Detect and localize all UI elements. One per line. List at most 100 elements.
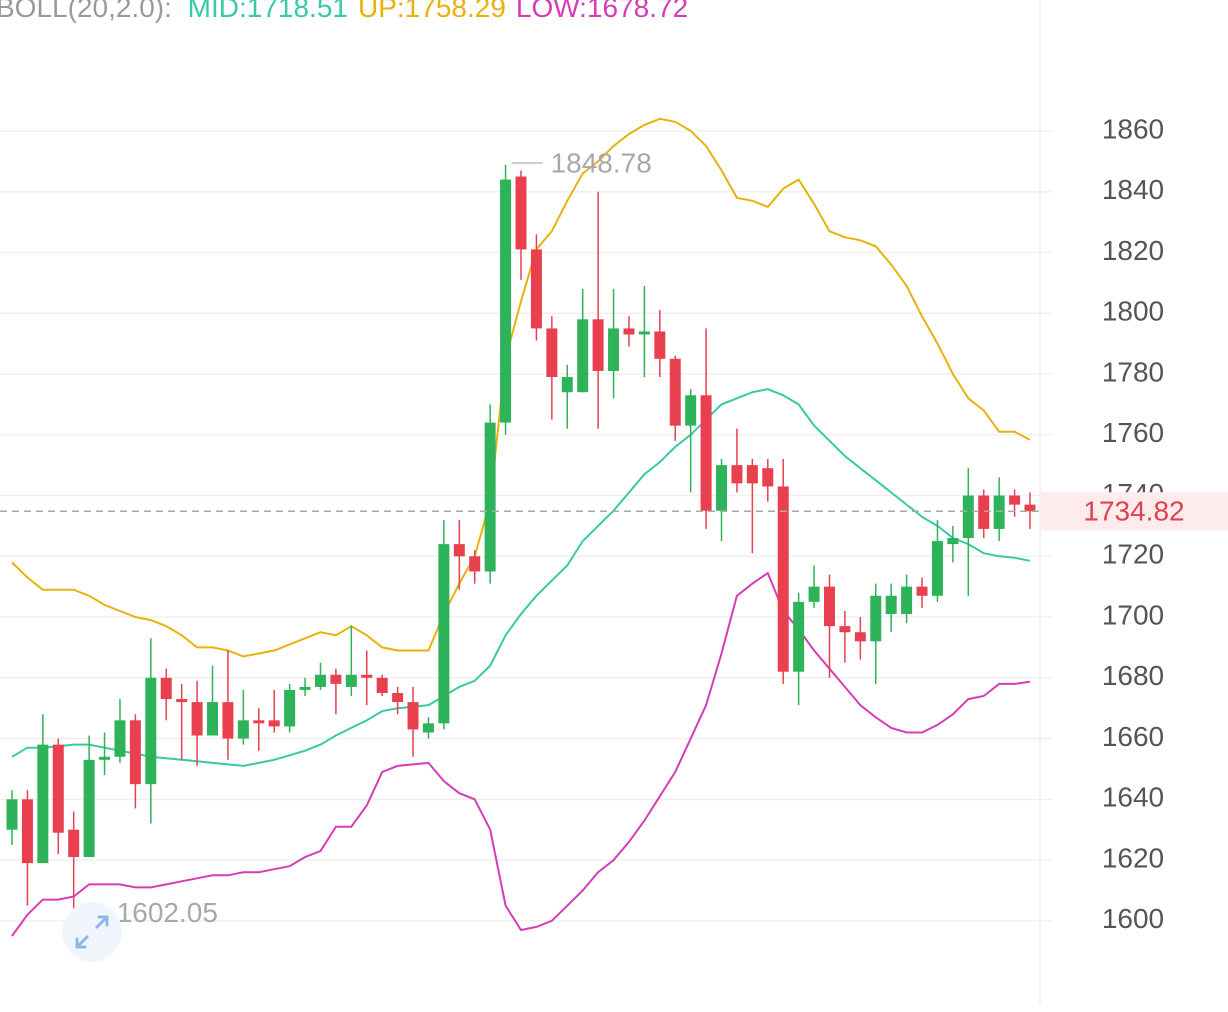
band-line — [11, 571, 1031, 937]
candle-body — [638, 331, 650, 335]
y-tick-label: 1800 — [1102, 296, 1164, 327]
candle-body — [901, 586, 913, 614]
low-label: 1602.05 — [117, 897, 218, 928]
indicator-label: BOLL(20,2.0): — [0, 0, 172, 23]
candle-body — [654, 331, 666, 359]
y-tick-label: 1700 — [1102, 599, 1164, 630]
candle-body — [114, 720, 126, 757]
candle-body — [453, 544, 465, 557]
candle-body — [160, 677, 172, 700]
candle-body — [222, 702, 234, 739]
candle-body — [299, 686, 311, 690]
price-box — [1040, 492, 1228, 531]
expand-icon — [62, 902, 122, 962]
candle-body — [68, 829, 80, 858]
legend-value: 1758.29 — [405, 0, 506, 23]
candle-body — [345, 674, 357, 687]
candle-body — [777, 486, 789, 672]
candle-body — [145, 677, 157, 785]
candle-body — [854, 632, 866, 642]
candle-body — [1009, 495, 1021, 505]
grid: 1600162016401660168017001720174017601780… — [0, 113, 1164, 934]
y-tick-label: 1620 — [1102, 842, 1164, 873]
candle-body — [37, 744, 49, 864]
candle-body — [931, 541, 943, 596]
candle-body — [623, 328, 635, 335]
y-tick-label: 1760 — [1102, 417, 1164, 448]
legend-name: LOW: — [516, 0, 587, 23]
overlay: 1848.78 1602.05 1734.82 — [0, 147, 1228, 928]
candle-body — [546, 328, 558, 378]
candle-body — [422, 723, 434, 733]
candle-body — [392, 692, 404, 703]
legend: BOLL(20,2.0): MID:1718.51 UP:1758.29 LOW:1… — [0, 0, 688, 23]
candle-body — [978, 495, 990, 529]
candles — [6, 165, 1036, 915]
candle-body — [6, 799, 18, 830]
y-tick-label: 1780 — [1102, 356, 1164, 387]
candle-body — [592, 319, 604, 371]
candle-body — [700, 395, 712, 511]
candle-body — [685, 395, 697, 426]
candle-body — [731, 465, 743, 484]
candle-body — [314, 674, 326, 687]
y-tick-label: 1640 — [1102, 782, 1164, 813]
candle-body — [885, 595, 897, 614]
candle-body — [268, 720, 280, 727]
high-label: 1848.78 — [551, 147, 652, 178]
candle-body — [284, 689, 296, 727]
candle-body — [808, 586, 820, 602]
candle-body — [793, 601, 805, 672]
candle-body — [21, 799, 33, 864]
candle-body — [99, 756, 111, 760]
candle-body — [608, 328, 620, 371]
candle-body — [962, 495, 974, 539]
legend-value: 1678.72 — [587, 0, 688, 23]
candle-body — [407, 702, 419, 730]
price-label: 1734.82 — [1083, 496, 1184, 527]
candle-body — [484, 422, 496, 572]
candle-body — [469, 556, 481, 572]
band-line — [11, 117, 1031, 658]
candle-body — [746, 465, 758, 484]
candle-body — [237, 720, 249, 739]
candle-body — [947, 538, 959, 545]
legend-name: UP: — [358, 0, 405, 23]
candle-body — [376, 677, 388, 693]
candle-body — [577, 319, 589, 393]
candle-body — [207, 702, 219, 736]
candle-body — [438, 544, 450, 724]
candle-body — [129, 720, 141, 785]
y-tick-label: 1680 — [1102, 660, 1164, 691]
candle-body — [361, 674, 373, 678]
candle-body — [500, 179, 512, 423]
y-tick-label: 1820 — [1102, 235, 1164, 266]
candle-body — [762, 468, 774, 487]
candle-body — [1024, 504, 1036, 512]
candle-body — [330, 674, 342, 684]
candle-body — [253, 720, 265, 724]
candle-body — [716, 465, 728, 511]
legend-value: 1718.51 — [247, 0, 348, 23]
candle-body — [191, 702, 203, 736]
candle-body — [530, 249, 542, 329]
candle-body — [916, 586, 928, 596]
candle-body — [669, 358, 681, 426]
y-tick-label: 1860 — [1102, 113, 1164, 144]
candle-body — [176, 699, 188, 703]
candle-body — [823, 586, 835, 627]
y-tick-label: 1660 — [1102, 721, 1164, 752]
y-tick-label: 1720 — [1102, 539, 1164, 570]
candle-body — [993, 495, 1005, 529]
candle-body — [515, 176, 527, 250]
candle-body — [52, 744, 64, 833]
candle-body — [83, 759, 95, 858]
legend-name: MID: — [188, 0, 247, 23]
candle-body — [870, 595, 882, 642]
legend-items: MID:1718.51 UP:1758.29 LOW:1678.72 — [188, 0, 689, 23]
candle-body — [561, 377, 573, 393]
candle-body — [839, 626, 851, 633]
y-tick-label: 1840 — [1102, 174, 1164, 205]
